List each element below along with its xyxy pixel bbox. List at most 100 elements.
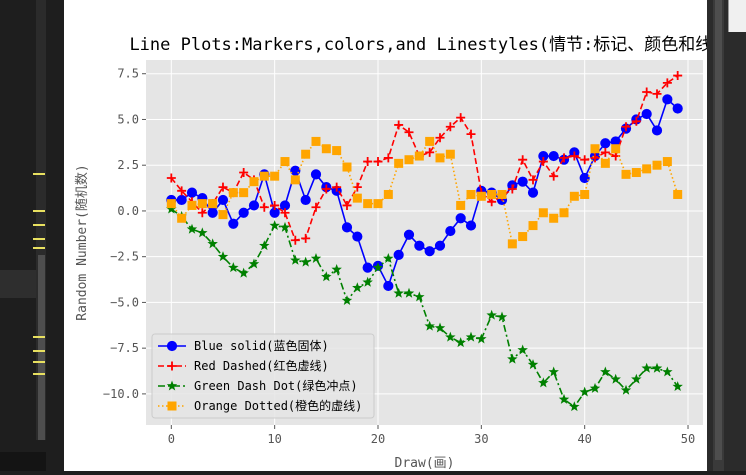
legend-marker (166, 340, 178, 352)
data-point (373, 157, 383, 167)
legend-label: Blue solid(蓝色固体) (194, 339, 329, 353)
data-point (466, 129, 476, 139)
data-point (228, 262, 239, 273)
data-point (600, 138, 611, 149)
left-scrollbar-thumb[interactable] (38, 255, 45, 440)
data-point (363, 157, 373, 167)
data-point (435, 133, 445, 143)
data-point (559, 208, 569, 218)
data-point (311, 202, 321, 212)
data-point (228, 188, 238, 198)
right-scrollbar-thumb[interactable] (715, 0, 722, 460)
data-point (651, 125, 663, 136)
data-point (197, 227, 208, 238)
editor-bottom-strip (0, 452, 46, 471)
left-scrollbar[interactable] (36, 0, 46, 440)
data-point (290, 235, 300, 245)
data-point (652, 89, 662, 99)
data-point (621, 169, 631, 179)
data-point (434, 322, 446, 333)
data-point (393, 287, 404, 298)
data-point (207, 238, 218, 249)
data-point (455, 337, 466, 348)
data-point (310, 169, 322, 180)
data-point (352, 193, 362, 203)
data-point (166, 203, 177, 214)
data-point (579, 386, 590, 397)
series-line (170, 139, 679, 246)
data-point (538, 377, 549, 388)
data-point (249, 177, 259, 187)
legend: Blue solid(蓝色固体) Red Dashed(红色虚线) Green Da… (151, 333, 375, 419)
data-point (290, 175, 300, 185)
data-point (590, 144, 600, 154)
data-point (487, 189, 497, 199)
data-point (239, 168, 249, 178)
data-point (414, 291, 425, 302)
data-point (559, 153, 569, 163)
data-point (248, 200, 260, 211)
data-point (424, 246, 435, 257)
series-3 (166, 136, 683, 249)
data-point (456, 113, 466, 123)
data-point (228, 218, 239, 229)
data-point (466, 189, 476, 199)
data-point (404, 155, 414, 165)
data-point (186, 187, 198, 198)
data-point (217, 251, 229, 262)
data-point (248, 258, 260, 269)
data-point (332, 146, 342, 156)
data-point (197, 199, 207, 209)
data-point (280, 208, 290, 218)
data-point (310, 253, 322, 263)
data-point (445, 122, 455, 132)
data-point (403, 229, 415, 240)
chart-title: Line Plots:Markers,colors,and Linestyles… (129, 35, 707, 55)
data-point (259, 202, 269, 212)
x-tick-label: 0 (168, 432, 175, 446)
data-point (631, 373, 642, 384)
data-point (177, 213, 187, 223)
data-point (620, 384, 632, 395)
x-tick-label: 10 (267, 432, 281, 446)
data-point (331, 263, 342, 274)
data-point (279, 221, 291, 232)
data-point (238, 267, 249, 278)
data-point (342, 162, 352, 172)
data-point (362, 262, 373, 273)
data-point (528, 175, 538, 185)
data-point (445, 331, 456, 342)
data-point (435, 153, 445, 163)
editor-line-highlight (0, 270, 36, 298)
data-point (394, 158, 404, 168)
data-point (383, 153, 393, 163)
data-point (652, 160, 662, 170)
data-point (497, 189, 507, 199)
data-point (270, 171, 280, 181)
data-point (383, 189, 393, 199)
data-point (301, 233, 311, 243)
series-0 (166, 94, 683, 292)
data-point (301, 149, 311, 159)
scroll-marker (33, 247, 45, 249)
y-tick-label: −2.5 (110, 250, 139, 264)
data-point (269, 220, 280, 231)
data-point (548, 366, 559, 377)
y-tick-label: 2.5 (117, 158, 139, 172)
data-point (600, 158, 610, 168)
data-point (321, 271, 332, 282)
data-point (641, 108, 652, 120)
data-point (672, 381, 683, 392)
data-point (341, 222, 353, 233)
data-point (217, 194, 229, 206)
data-point (321, 144, 331, 154)
x-tick-label: 30 (474, 432, 488, 446)
legend-marker (167, 361, 177, 371)
legend-label: Orange Dotted(橙色的虚线) (194, 398, 362, 413)
scroll-marker (33, 361, 45, 363)
data-point (362, 276, 373, 287)
scroll-marker (33, 373, 45, 375)
data-point (394, 120, 404, 130)
scroll-marker (33, 336, 45, 338)
data-point (425, 147, 435, 157)
